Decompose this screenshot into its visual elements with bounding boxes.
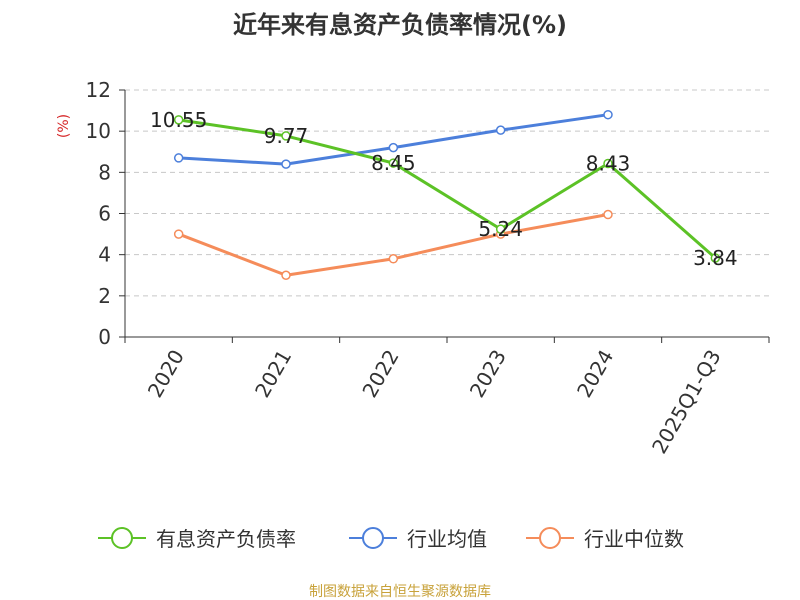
x-tick-label: 2024: [572, 346, 618, 402]
y-tick-label: 8: [98, 160, 111, 184]
y-tick-label: 12: [86, 78, 111, 102]
series-layer: [173, 109, 721, 280]
data-point: [603, 109, 613, 120]
data-label: 10.55: [150, 108, 207, 132]
series-line: [178, 118, 717, 260]
x-tick-label: 2023: [465, 345, 511, 401]
data-labels: 10.55 9.77 8.45 5.24 8.43 3.84: [150, 108, 738, 270]
legend-marker: [111, 527, 133, 549]
legend-marker: [539, 527, 561, 549]
y-tick-label: 0: [98, 325, 111, 349]
data-point: [281, 270, 291, 280]
axes: 0 2 4 6 8 10 12 2020 2021 2022 2023 2024 2025Q1-Q3: [86, 78, 770, 458]
y-axis-label: (%): [56, 114, 72, 138]
data-point: [388, 142, 399, 153]
x-tick-label: 2025Q1-Q3: [647, 346, 726, 458]
series-有息资产负债率: [173, 115, 721, 263]
data-label: 5.24: [478, 217, 523, 241]
data-label: 9.77: [264, 124, 309, 148]
data-point: [281, 159, 291, 169]
y-tick-label: 10: [86, 119, 111, 143]
y-tick-label: 6: [98, 202, 111, 226]
legend-marker: [362, 527, 384, 549]
x-tick-label: 2021: [250, 346, 296, 402]
series-行业中位数: [173, 209, 613, 280]
legend[interactable]: 有息资产负债率 行业均值 行业中位数: [98, 527, 684, 551]
data-label: 8.43: [586, 151, 631, 175]
legend-item-行业中位数[interactable]: 行业中位数: [526, 527, 684, 551]
data-point: [173, 229, 184, 239]
legend-item-行业均值[interactable]: 行业均值: [349, 527, 487, 551]
y-tick-label: 2: [98, 284, 111, 308]
data-label: 8.45: [371, 151, 416, 175]
source-note: 制图数据来自恒生聚源数据库: [309, 584, 491, 600]
data-point: [495, 224, 506, 234]
x-tick-label: 2020: [143, 346, 189, 402]
data-point: [388, 254, 399, 264]
legend-label: 行业中位数: [584, 527, 684, 551]
data-point: [173, 115, 184, 125]
legend-label: 有息资产负债率: [156, 527, 296, 551]
data-point: [603, 158, 613, 169]
data-point: [173, 153, 184, 163]
legend-item-有息资产负债率[interactable]: 有息资产负债率: [98, 527, 296, 551]
legend-label: 行业均值: [407, 527, 487, 551]
series-line: [178, 213, 609, 277]
series-行业均值: [173, 109, 613, 169]
x-tick-label: 2022: [357, 346, 403, 402]
data-point: [388, 158, 399, 168]
chart-title: 近年来有息资产负债率情况(%): [233, 11, 567, 39]
data-point: [603, 209, 613, 220]
data-point: [495, 125, 506, 135]
data-point: [710, 253, 721, 263]
data-label: 3.84: [693, 246, 738, 270]
data-point: [281, 131, 291, 141]
grid-lines: [125, 89, 769, 297]
y-tick-label: 4: [98, 243, 111, 267]
